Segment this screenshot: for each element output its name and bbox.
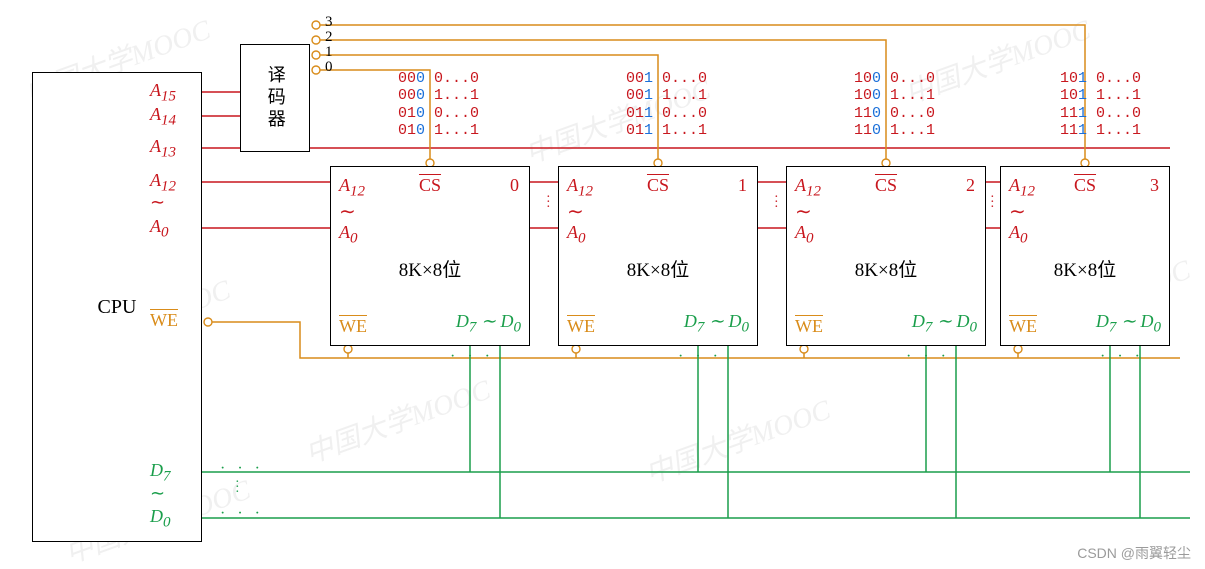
data-dots: · · ·: [906, 348, 950, 366]
cpu-data-dots: · · ·: [220, 460, 264, 478]
pin-dtilde: ∼: [150, 483, 165, 504]
chip-cs: CS: [331, 175, 529, 196]
chip-2: A12 ∼ A0 CS 2 8K×8位 WE D7 ∼ D0: [786, 166, 986, 346]
pin-a14: A14: [150, 104, 176, 130]
pin-a0: A0: [150, 216, 169, 242]
decoder-block: 译码器: [240, 44, 310, 152]
bus-vdots: ···: [990, 195, 995, 210]
addr-block-3: 101 0...0101 1...1111 0...0111 1...1: [1060, 70, 1141, 139]
pin-we: WE: [150, 310, 178, 331]
chip-tilde: ∼: [339, 199, 356, 224]
addr-block-1: 001 0...0001 1...1011 0...0011 1...1: [626, 70, 707, 139]
chip-we: WE: [339, 316, 367, 337]
cpu-data-dots: · · ·: [220, 505, 264, 523]
dec-out-0: 0: [325, 59, 333, 76]
data-dots: · · ·: [1100, 348, 1144, 366]
pin-a13: A13: [150, 136, 176, 162]
data-dots: · · ·: [450, 348, 494, 366]
addr-block-2: 100 0...0100 1...1110 0...0110 1...1: [854, 70, 935, 139]
cpu-block: CPU: [32, 72, 202, 542]
cpu-label: CPU: [98, 296, 137, 319]
pin-tilde: ∼: [150, 192, 165, 213]
pin-a15: A15: [150, 80, 176, 106]
data-dots: · · ·: [678, 348, 722, 366]
cpu-data-vdots: ···: [235, 480, 240, 495]
decoder-label: 译码器: [263, 65, 286, 131]
chip-3: A12 ∼ A0 CS 3 8K×8位 WE D7 ∼ D0: [1000, 166, 1170, 346]
pin-d0: D0: [150, 506, 171, 532]
credit-text: CSDN @雨翼轻尘: [1077, 543, 1191, 563]
addr-block-0: 000 0...0000 1...1010 0...0010 1...1: [398, 70, 479, 139]
bus-vdots: ···: [546, 195, 551, 210]
chip-size: 8K×8位: [331, 255, 529, 282]
chip-d: D7 ∼ D0: [456, 311, 521, 337]
chip-idx: 0: [510, 175, 519, 196]
bus-vdots: ···: [774, 195, 779, 210]
chip-0: A12 ∼ A0 CS 0 8K×8位 WE D7 ∼ D0: [330, 166, 530, 346]
chip-1: A12 ∼ A0 CS 1 8K×8位 WE D7 ∼ D0: [558, 166, 758, 346]
chip-a0: A0: [339, 222, 358, 248]
pin-d7: D7: [150, 460, 171, 486]
